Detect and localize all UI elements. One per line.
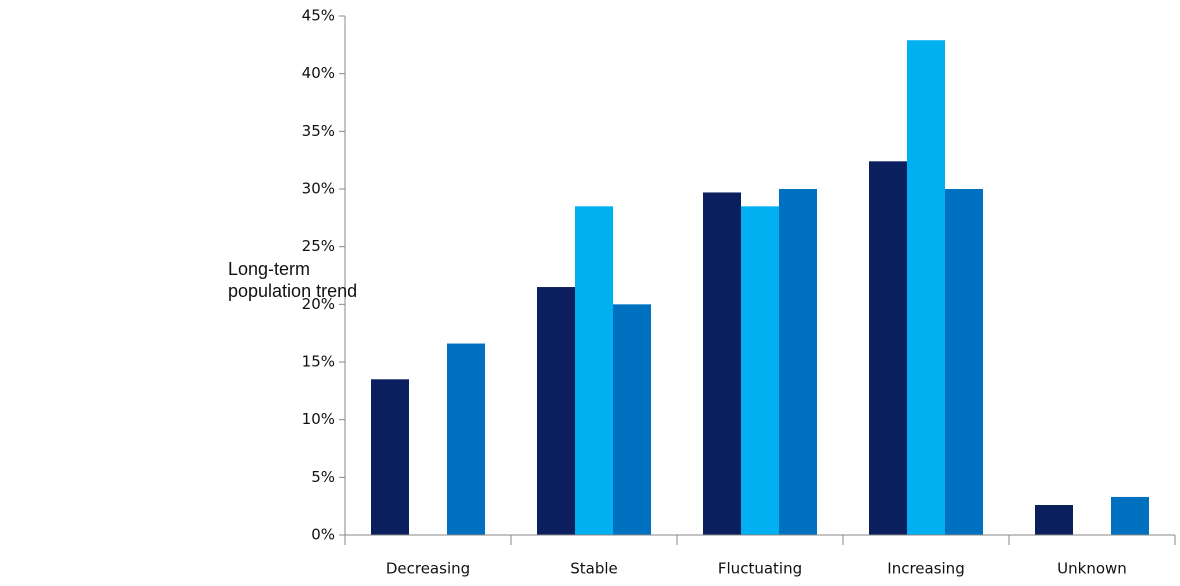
y-tick-label: 30% — [302, 180, 335, 198]
x-tick-label: Increasing — [887, 560, 964, 578]
x-tick-label: Unknown — [1057, 560, 1127, 578]
x-tick-label: Fluctuating — [718, 560, 802, 578]
y-tick-label: 40% — [302, 64, 335, 82]
bar — [869, 161, 907, 535]
bar — [703, 192, 741, 535]
y-tick-label: 25% — [302, 237, 335, 255]
bar — [779, 189, 817, 535]
bar — [945, 189, 983, 535]
bar — [447, 343, 485, 535]
y-tick-label: 0% — [311, 526, 335, 544]
y-tick-label: 20% — [302, 295, 335, 313]
bar — [1035, 505, 1073, 535]
x-tick-label: Decreasing — [386, 560, 470, 578]
y-tick-label: 15% — [302, 353, 335, 371]
y-tick-label: 35% — [302, 122, 335, 140]
bar — [613, 304, 651, 535]
y-tick-label: 45% — [302, 7, 335, 25]
y-tick-label: 5% — [311, 468, 335, 486]
bar — [741, 206, 779, 536]
bar — [575, 206, 613, 536]
bar — [371, 379, 409, 535]
x-tick-label: Stable — [570, 560, 618, 578]
bar — [907, 40, 945, 535]
y-axis-label: Long-term population trend — [228, 259, 358, 301]
y-tick-label: 10% — [302, 410, 335, 428]
bar — [537, 287, 575, 535]
bar — [1111, 496, 1149, 535]
